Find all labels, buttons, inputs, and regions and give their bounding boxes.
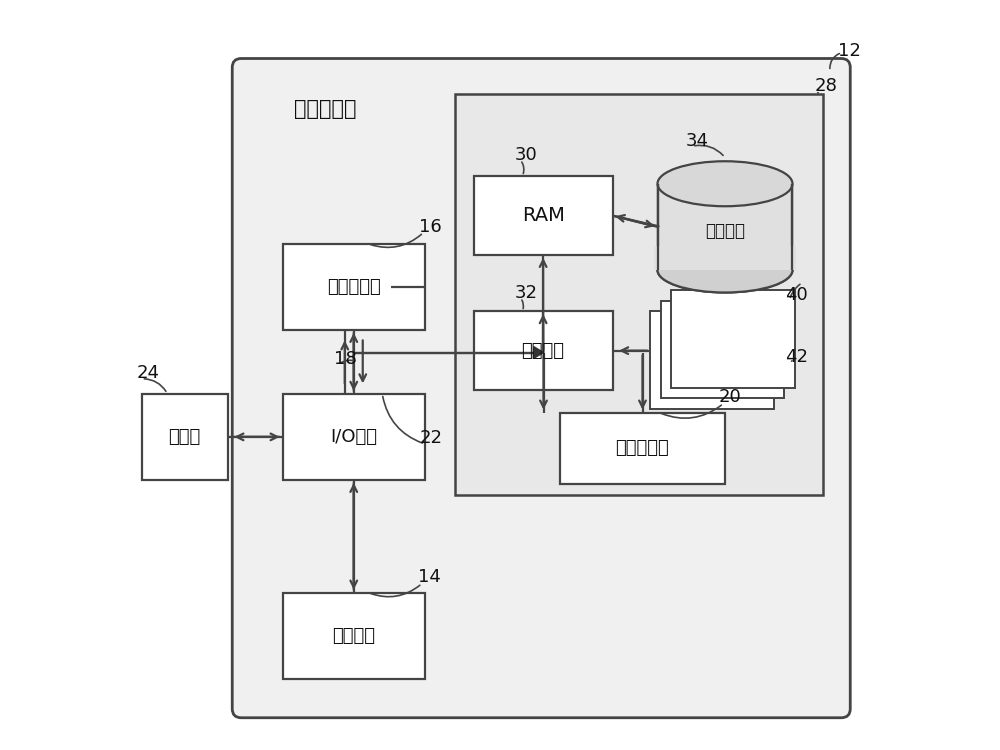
Bar [658,184,792,270]
Bar [283,394,425,480]
Text: 显示器: 显示器 [168,427,201,445]
Bar [283,244,425,330]
Text: 14: 14 [418,568,440,586]
Text: 存储系统: 存储系统 [705,222,745,240]
Polygon shape [534,346,544,358]
Bar [455,94,822,495]
Text: 20: 20 [719,388,742,406]
Text: 34: 34 [686,132,709,150]
Text: 高速缓存: 高速缓存 [522,342,565,360]
Text: 28: 28 [815,77,838,95]
Text: RAM: RAM [522,206,565,225]
Text: I/O接口: I/O接口 [330,427,377,445]
Bar [474,176,612,255]
Text: 18: 18 [334,350,356,368]
Bar [142,394,228,480]
Bar [474,311,612,390]
Text: 外部设备: 外部设备 [332,627,375,645]
Text: 30: 30 [515,146,538,164]
Text: 22: 22 [420,429,443,447]
Ellipse shape [658,248,792,292]
Text: 计算机设备: 计算机设备 [294,99,356,118]
Bar [660,301,784,398]
Text: 处理器单元: 处理器单元 [327,278,381,296]
Text: 12: 12 [838,42,860,60]
Text: 42: 42 [785,348,808,366]
Text: 网络适配器: 网络适配器 [616,440,669,457]
FancyBboxPatch shape [232,58,850,718]
Bar [658,184,792,270]
Ellipse shape [658,248,792,292]
Ellipse shape [658,161,792,206]
Bar [671,290,795,388]
Text: 32: 32 [515,284,538,302]
Bar [560,413,725,484]
Text: 24: 24 [137,364,160,382]
Text: 40: 40 [785,286,808,304]
Bar [283,592,425,679]
Bar [650,311,774,409]
Bar [654,246,796,270]
Text: 16: 16 [419,217,442,236]
